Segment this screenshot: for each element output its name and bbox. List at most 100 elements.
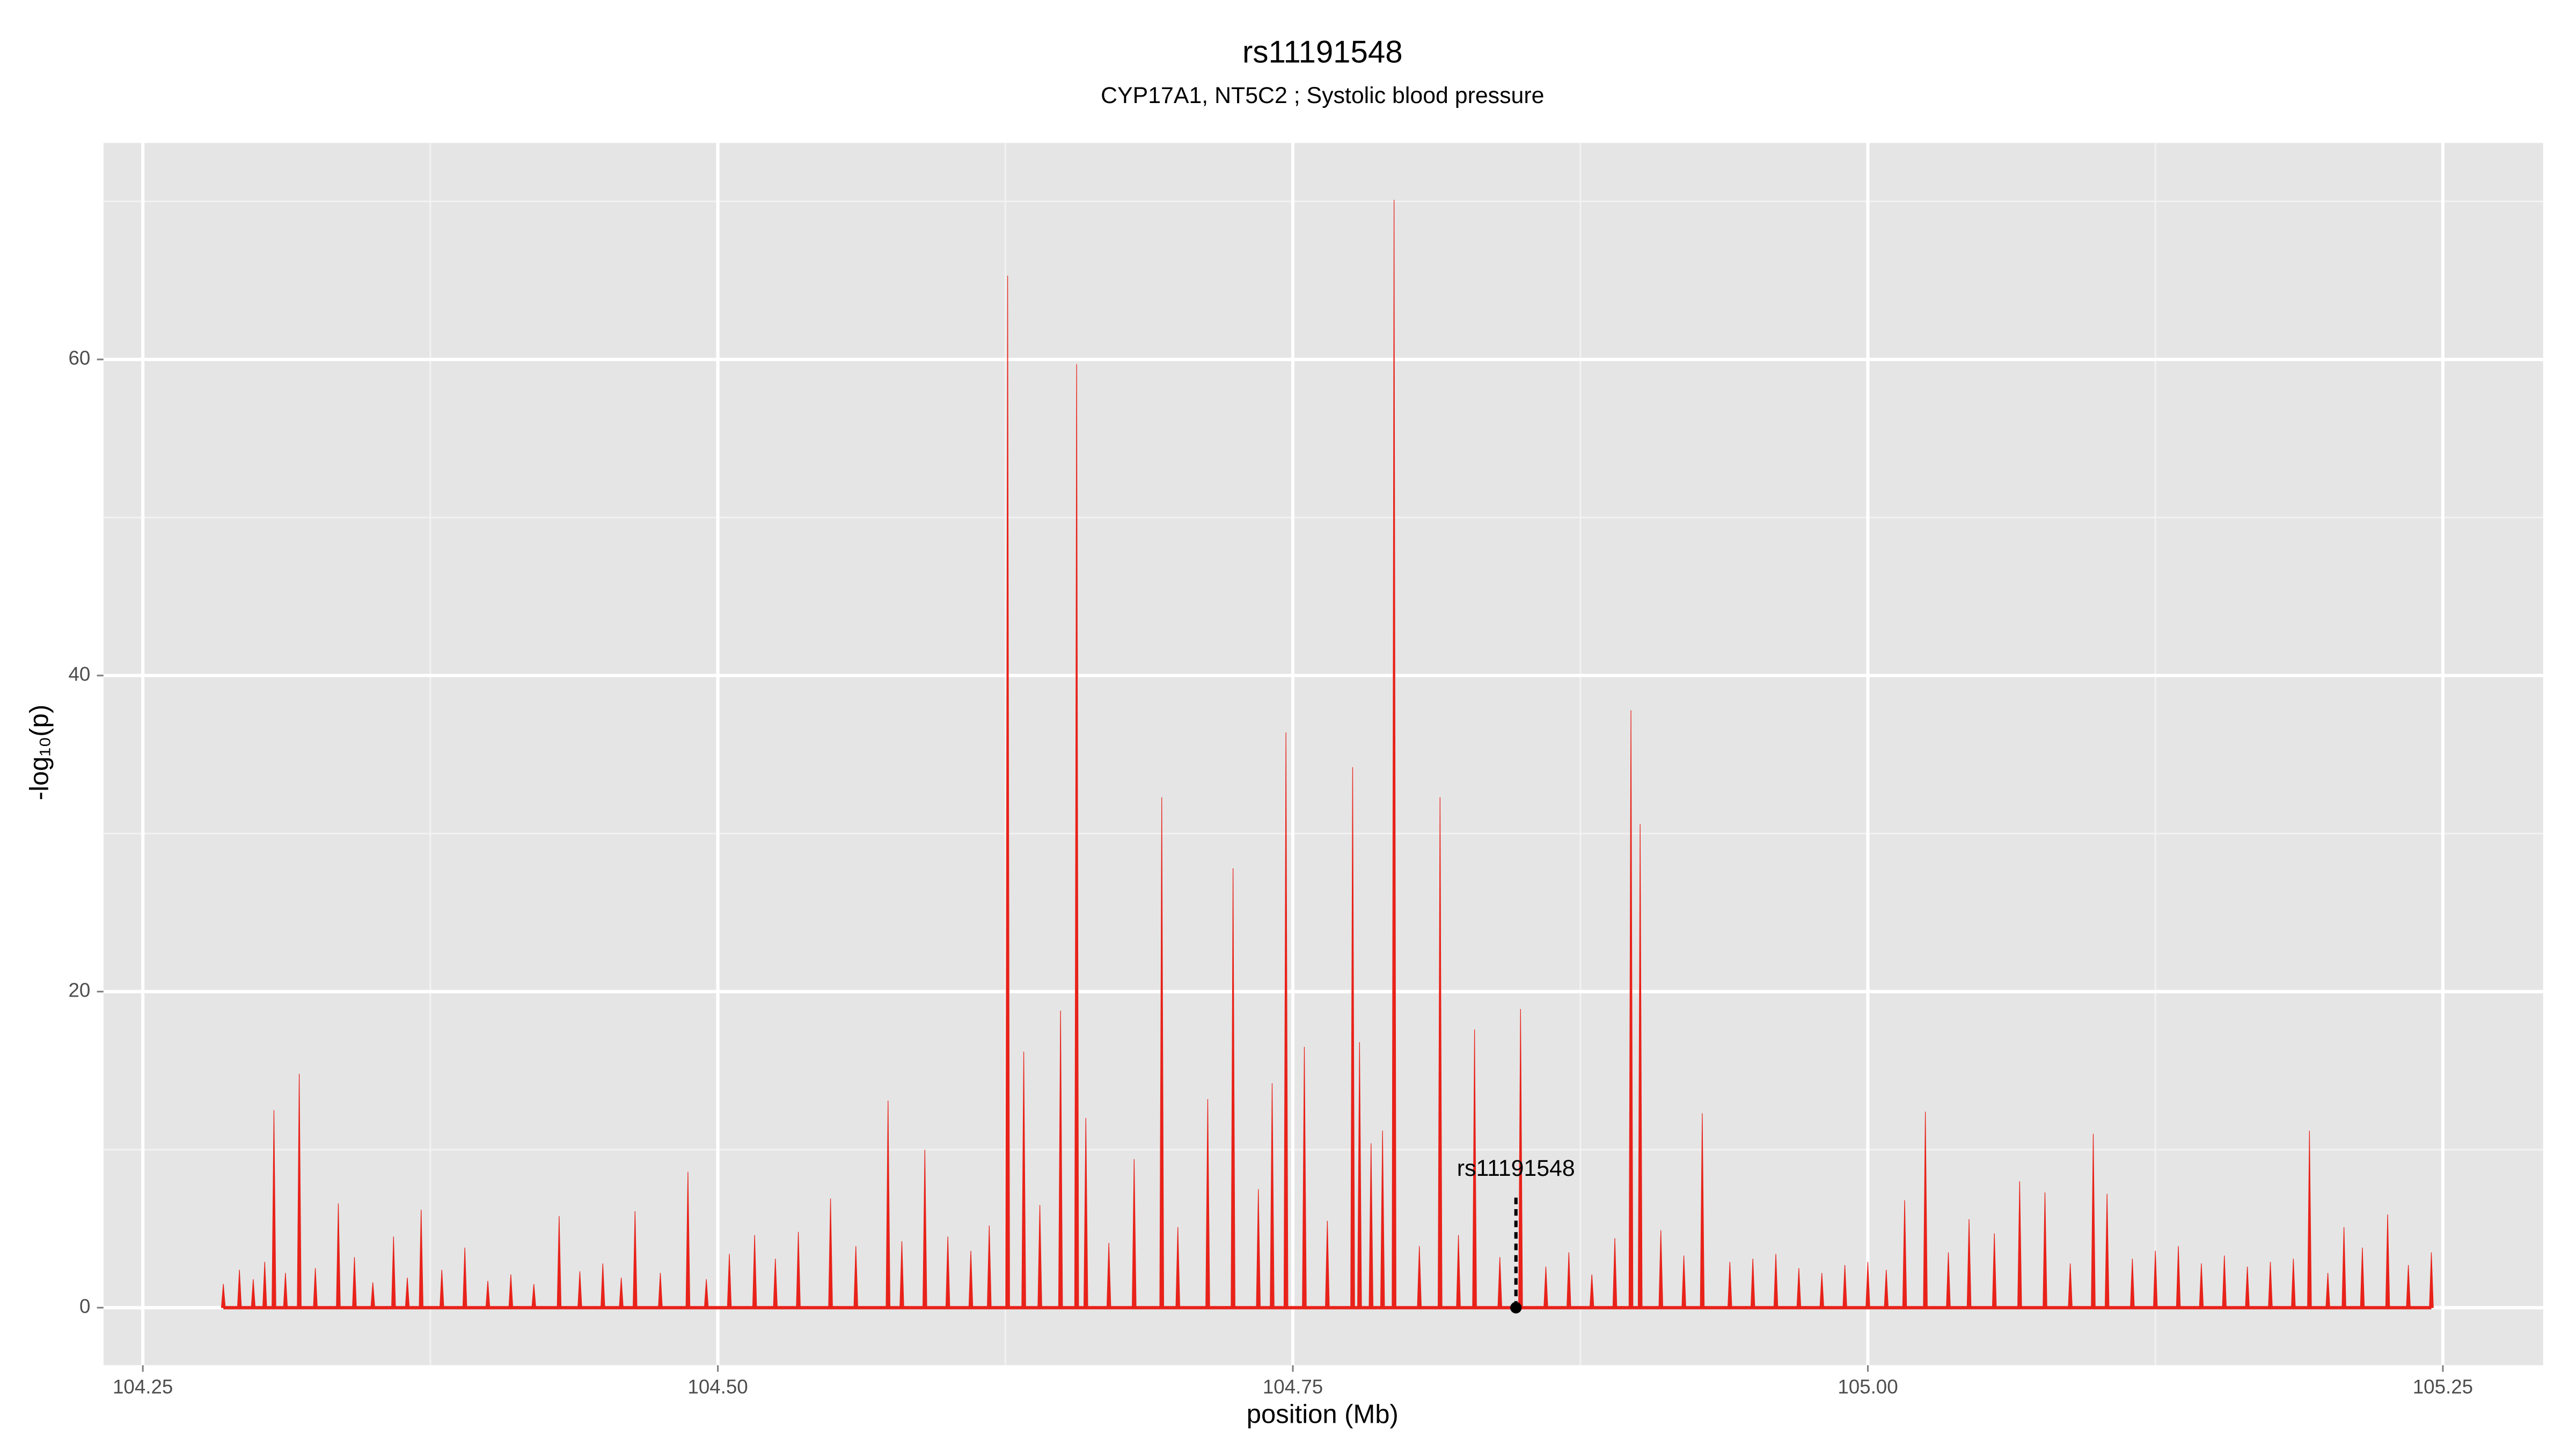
spike — [439, 1269, 444, 1308]
spike — [2341, 1227, 2346, 1308]
spike — [2385, 1214, 2390, 1308]
spike — [1567, 1252, 1571, 1308]
spike — [2199, 1263, 2204, 1308]
spike — [1325, 1220, 1330, 1308]
spike — [727, 1254, 732, 1308]
spike — [2307, 1130, 2312, 1308]
spike — [462, 1247, 467, 1308]
spike — [968, 1250, 974, 1308]
spike — [1992, 1233, 1997, 1308]
spike — [2245, 1267, 2250, 1308]
spike — [796, 1232, 801, 1308]
spike — [2091, 1133, 2096, 1308]
spike — [352, 1257, 357, 1308]
spike — [752, 1235, 757, 1308]
spike — [1700, 1113, 1705, 1308]
spike — [2104, 1194, 2110, 1308]
spike — [658, 1272, 663, 1308]
spike — [1543, 1267, 1548, 1308]
spike — [773, 1258, 778, 1308]
spike — [336, 1203, 341, 1308]
y-tick-label: 40 — [69, 663, 91, 685]
annotation-point — [1510, 1301, 1522, 1314]
spike — [272, 1110, 276, 1308]
annotation-label: rs11191548 — [1457, 1155, 1575, 1181]
spike — [1456, 1235, 1461, 1308]
spike — [237, 1269, 242, 1308]
chart-subtitle: CYP17A1, NT5C2 ; Systolic blood pressure — [1101, 83, 1544, 108]
spike — [283, 1272, 288, 1308]
spike — [2068, 1263, 2073, 1308]
spike — [485, 1280, 491, 1308]
spike — [1472, 1029, 1477, 1308]
spike — [1966, 1219, 1972, 1308]
spike — [1796, 1268, 1802, 1308]
spike — [1497, 1257, 1503, 1308]
spike — [1589, 1274, 1594, 1308]
y-axis-label: -log₁₀(p) — [25, 705, 54, 800]
x-axis-label: position (Mb) — [1247, 1400, 1399, 1429]
spike — [221, 1284, 226, 1308]
plot-panel — [103, 143, 2543, 1365]
spike — [508, 1274, 514, 1308]
x-tick-label: 104.50 — [687, 1375, 748, 1397]
spike — [923, 1150, 927, 1308]
spike — [419, 1210, 424, 1308]
spike — [2406, 1265, 2411, 1308]
spike — [899, 1241, 904, 1308]
spike — [1283, 732, 1289, 1308]
spike — [2043, 1192, 2047, 1308]
spike — [1256, 1189, 1261, 1308]
spike — [2130, 1258, 2135, 1308]
spike — [1058, 1011, 1063, 1308]
spike — [1628, 710, 1634, 1308]
spike — [1612, 1238, 1618, 1308]
spike — [251, 1279, 256, 1308]
spike — [2176, 1246, 2181, 1308]
spike — [1037, 1205, 1042, 1308]
spike — [1270, 1083, 1275, 1308]
spike — [2153, 1250, 2158, 1308]
spike — [704, 1279, 709, 1308]
y-tick-label: 0 — [79, 1295, 90, 1317]
spike — [1842, 1265, 1847, 1308]
spike — [853, 1246, 859, 1308]
spike — [2429, 1252, 2434, 1308]
spike — [600, 1263, 605, 1308]
spike — [1658, 1230, 1664, 1308]
spike — [1946, 1252, 1951, 1308]
spike — [1728, 1262, 1732, 1308]
spike — [313, 1268, 318, 1308]
spike — [1074, 364, 1079, 1308]
spike — [1132, 1159, 1137, 1308]
spike — [2360, 1247, 2365, 1308]
spike — [370, 1282, 376, 1308]
x-tick-label: 104.75 — [1263, 1375, 1323, 1397]
y-tick-label: 20 — [69, 979, 91, 1001]
spike — [1392, 200, 1396, 1308]
spike — [1773, 1254, 1779, 1308]
spike — [1923, 1111, 1928, 1308]
spike — [1302, 1046, 1307, 1308]
chart-title: rs11191548 — [1242, 34, 1403, 69]
spike — [1231, 868, 1235, 1308]
marks: rs11191548 — [221, 200, 2434, 1314]
spike — [1021, 1051, 1026, 1308]
x-tick-label: 104.25 — [113, 1375, 173, 1397]
spike — [297, 1073, 302, 1308]
spike — [987, 1225, 992, 1308]
spike — [405, 1277, 410, 1308]
spike — [1902, 1200, 1907, 1308]
spike — [1357, 1042, 1362, 1308]
spike — [1438, 797, 1443, 1308]
spike — [1819, 1272, 1825, 1308]
spike — [1084, 1118, 1088, 1308]
spike — [1005, 275, 1010, 1308]
spike — [1368, 1143, 1374, 1308]
spike — [1637, 824, 1643, 1308]
spike — [2291, 1258, 2296, 1308]
spike — [531, 1284, 537, 1308]
spike — [1159, 797, 1165, 1308]
spike — [2017, 1181, 2022, 1308]
